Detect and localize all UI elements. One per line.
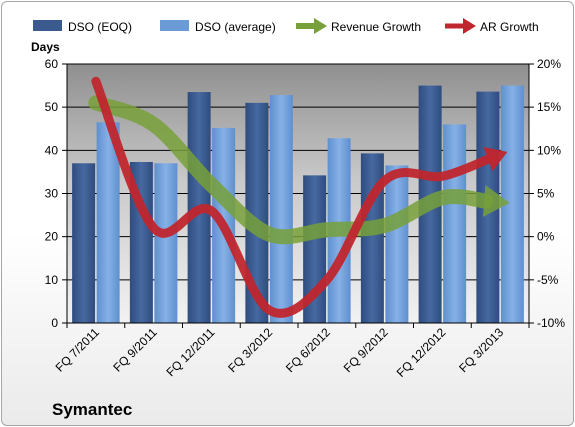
y-tick-label: 30	[45, 187, 59, 201]
y2-tick-label: 15%	[537, 100, 561, 114]
y2-tick-label: -5%	[537, 273, 559, 287]
legend-swatch-dso-average	[160, 20, 189, 31]
bar-dso-eoq	[245, 102, 269, 323]
revenue-growth-curve	[88, 95, 494, 245]
y-axis-title: Days	[31, 40, 60, 54]
y-tick-label: 0	[51, 316, 58, 330]
x-tick-label: FQ 3/2012	[225, 325, 275, 375]
legend-swatch-dso-eoq	[33, 20, 62, 31]
y2-tick-label: 10%	[537, 143, 561, 157]
bar-dso-average	[385, 165, 409, 323]
legend-label: DSO (average)	[195, 20, 276, 34]
y2-tick-label: 20%	[537, 57, 561, 71]
bar-dso-average	[154, 163, 178, 323]
x-tick-label: FQ 3/2013	[456, 325, 506, 375]
x-tick-label: FQ 9/2012	[341, 325, 391, 375]
legend-arrow-revenue-head	[314, 18, 327, 34]
legend-label: AR Growth	[480, 20, 539, 34]
y-tick-label: 50	[45, 100, 59, 114]
y-tick-label: 40	[45, 143, 59, 157]
ar-growth-curve	[91, 76, 494, 318]
legend-label: Revenue Growth	[331, 20, 421, 34]
x-tick-label: FQ 9/2011	[110, 325, 160, 375]
legend-arrow-ar-head	[463, 18, 476, 34]
bar-dso-average	[500, 85, 524, 323]
bar-dso-average	[443, 124, 467, 323]
bar-dso-average	[269, 95, 293, 323]
y-tick-label: 10	[45, 273, 59, 287]
legend-label: DSO (EOQ)	[68, 20, 132, 34]
revenue-growth-arrowhead	[482, 184, 510, 217]
bar-dso-average	[96, 122, 120, 324]
ar-growth-arrowhead	[483, 147, 508, 172]
y2-tick-label: 5%	[537, 187, 555, 201]
x-tick-label: FQ 6/2012	[283, 325, 333, 375]
x-tick-label: FQ 12/2012	[394, 325, 449, 380]
y2-tick-label: 0%	[537, 230, 555, 244]
bar-dso-eoq	[72, 163, 96, 323]
y-tick-label: 20	[45, 230, 59, 244]
y2-tick-label: -10%	[537, 316, 565, 330]
x-tick-label: FQ 12/2011	[163, 325, 217, 379]
x-tick-label: FQ 7/2011	[53, 325, 103, 375]
chart-title: Symantec	[52, 400, 132, 419]
y-tick-label: 60	[45, 57, 59, 71]
